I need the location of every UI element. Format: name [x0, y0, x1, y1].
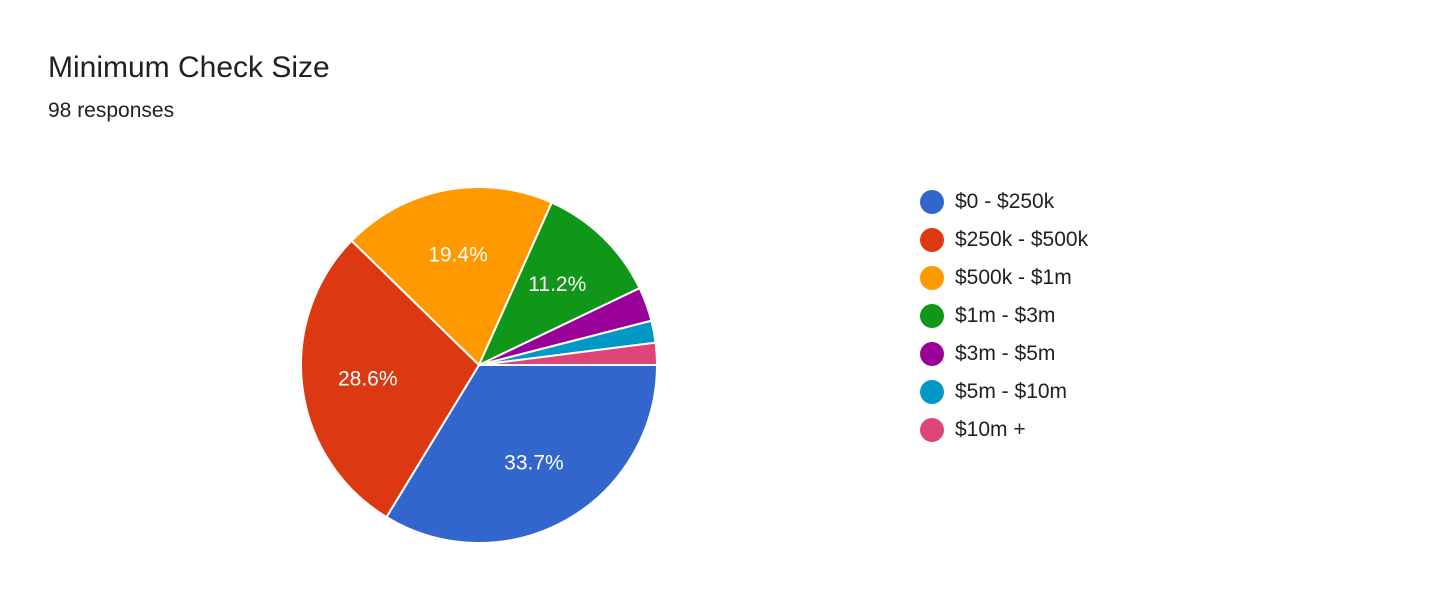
legend-label: $3m - $5m — [955, 342, 1056, 365]
legend-label: $0 - $250k — [955, 190, 1055, 213]
pie-slice-2[interactable] — [350, 186, 553, 366]
legend-label: $250k - $500k — [955, 228, 1089, 251]
legend-swatch-icon — [920, 304, 944, 328]
chart-title: Minimum Check Size — [48, 51, 330, 84]
legend-swatch-icon — [920, 418, 944, 442]
legend-item-6[interactable]: $10m + — [920, 411, 1088, 449]
legend-label: $500k - $1m — [955, 266, 1072, 289]
chart-legend: $0 - $250k $250k - $500k $500k - $1m $1m - … — [920, 183, 1088, 449]
legend-swatch-icon — [920, 266, 944, 290]
response-count: 98 responses — [48, 99, 175, 122]
pie-slices — [300, 186, 658, 544]
pie-slice-label-3: 11.2% — [528, 273, 586, 296]
legend-swatch-icon — [920, 380, 944, 404]
pie-slice-6[interactable] — [478, 341, 658, 366]
pie-slice-label-0: 33.7% — [504, 451, 564, 474]
legend-swatch-icon — [920, 190, 944, 214]
legend-item-3[interactable]: $1m - $3m — [920, 297, 1088, 335]
legend-item-4[interactable]: $3m - $5m — [920, 335, 1088, 373]
legend-label: $10m + — [955, 418, 1026, 441]
pie-slice-0[interactable] — [385, 364, 658, 544]
legend-item-0[interactable]: $0 - $250k — [920, 183, 1088, 221]
legend-label: $1m - $3m — [955, 304, 1056, 327]
pie-slice-labels: 33.7% 28.6% 19.4% 11.2% — [338, 243, 586, 474]
pie-slice-1[interactable] — [300, 239, 480, 519]
legend-item-1[interactable]: $250k - $500k — [920, 221, 1088, 259]
legend-swatch-icon — [920, 342, 944, 366]
pie-slice-label-1: 28.6% — [338, 368, 398, 391]
pie-slice-3[interactable] — [478, 201, 641, 366]
legend-item-2[interactable]: $500k - $1m — [920, 259, 1088, 297]
legend-swatch-icon — [920, 228, 944, 252]
pie-slice-label-2: 19.4% — [428, 243, 488, 266]
legend-label: $5m - $10m — [955, 380, 1068, 403]
legend-item-5[interactable]: $5m - $10m — [920, 373, 1088, 411]
